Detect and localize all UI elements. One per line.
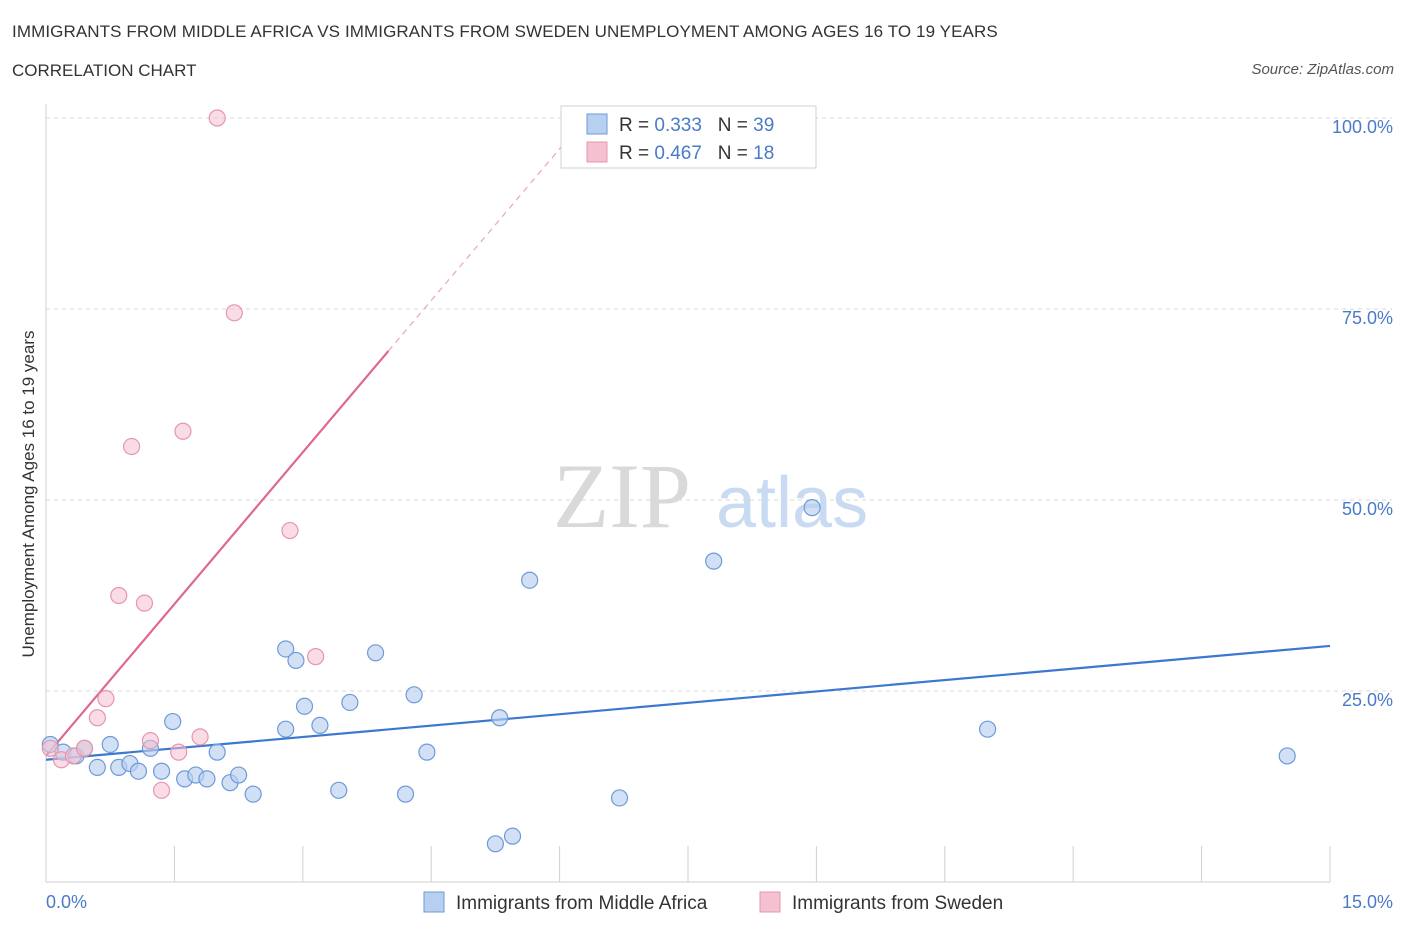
sweden-trend-extension <box>387 117 587 352</box>
middle-africa-point <box>341 693 359 712</box>
legend-sweden-swatch <box>759 891 781 913</box>
middle-africa-point <box>277 720 295 738</box>
sweden-point <box>281 521 299 540</box>
stats-legend: R = 0.333 N = 39 R = 0.467 N = 18 <box>560 105 817 169</box>
tick-labels: 25.0% 50.0% 75.0% 100.0% 0.0% 15.0% <box>46 117 1393 912</box>
sweden-swatch <box>586 141 608 163</box>
stats-legend-row: R = 0.467 N = 18 <box>619 143 774 164</box>
source-credit: Source: ZipAtlas.com <box>1251 61 1394 78</box>
sweden-point <box>225 304 243 322</box>
bottom-legend: Immigrants from Middle Africa Immigrants … <box>423 891 1003 914</box>
middle-africa-point <box>610 789 629 807</box>
y-tick-label: 50.0% <box>1342 499 1393 519</box>
x-tick-label-min: 0.0% <box>46 892 87 912</box>
middle-africa-point <box>88 758 106 777</box>
middle-africa-point <box>486 835 504 853</box>
middle-africa-point <box>396 785 415 803</box>
middle-africa-point <box>705 552 723 570</box>
sweden-point <box>170 743 188 761</box>
legend-middle-africa-swatch <box>423 891 445 913</box>
middle-africa-point <box>129 762 148 780</box>
stats-legend-row: R = 0.333 N = 39 <box>619 115 774 136</box>
middle-africa-point <box>244 785 262 803</box>
watermark-zip: ZIP <box>553 445 691 547</box>
middle-africa-point <box>101 735 119 754</box>
watermark: ZIP atlas <box>553 445 868 547</box>
data-points <box>41 109 1296 853</box>
middle-africa-point <box>330 781 348 799</box>
sweden-point <box>88 709 106 727</box>
middle-africa-point <box>521 571 539 589</box>
sweden-point <box>97 690 115 708</box>
middle-africa-point <box>418 743 436 761</box>
middle-africa-point <box>491 709 509 727</box>
middle-africa-point <box>978 720 997 738</box>
legend-middle-africa-label: Immigrants from Middle Africa <box>456 893 708 914</box>
y-tick-label: 25.0% <box>1342 690 1393 710</box>
middle-africa-point <box>503 827 522 845</box>
sweden-point <box>152 781 171 799</box>
middle-africa-point <box>295 697 314 715</box>
y-tick-label: 100.0% <box>1332 117 1393 137</box>
middle-africa-point <box>803 499 821 517</box>
legend-sweden-label: Immigrants from Sweden <box>792 893 1003 914</box>
middle-africa-swatch <box>586 113 608 135</box>
sweden-point <box>208 109 226 127</box>
middle-africa-point <box>198 770 216 788</box>
y-tick-label: 75.0% <box>1342 308 1393 328</box>
grid-lines <box>46 117 1392 692</box>
sweden-point <box>174 422 192 440</box>
sweden-point <box>191 728 209 746</box>
middle-africa-point <box>152 762 171 780</box>
sweden-point <box>123 437 141 456</box>
sweden-point <box>41 739 59 757</box>
chart-subtitle: CORRELATION CHART <box>12 61 197 80</box>
middle-africa-point <box>1278 747 1296 765</box>
trend-lines <box>45 117 1331 761</box>
middle-africa-point <box>405 686 423 704</box>
sweden-point <box>141 732 160 750</box>
sweden-point <box>75 739 94 757</box>
middle-africa-point <box>230 766 248 784</box>
middle-africa-point <box>311 716 329 734</box>
middle-africa-point <box>208 743 226 761</box>
sweden-point <box>307 648 325 666</box>
middle-africa-point <box>164 712 182 731</box>
watermark-atlas: atlas <box>716 463 868 543</box>
middle-africa-point <box>287 651 305 670</box>
sweden-trend-line <box>45 350 390 757</box>
sweden-point <box>110 586 128 605</box>
x-tick-label-max: 15.0% <box>1342 892 1393 912</box>
middle-africa-trend-line <box>45 644 1331 761</box>
sweden-point <box>135 594 154 612</box>
middle-africa-point <box>366 644 385 662</box>
chart-title: IMMIGRANTS FROM MIDDLE AFRICA VS IMMIGRA… <box>12 22 998 41</box>
y-axis-label: Unemployment Among Ages 16 to 19 years <box>19 331 38 658</box>
middle-africa-point <box>277 640 295 658</box>
